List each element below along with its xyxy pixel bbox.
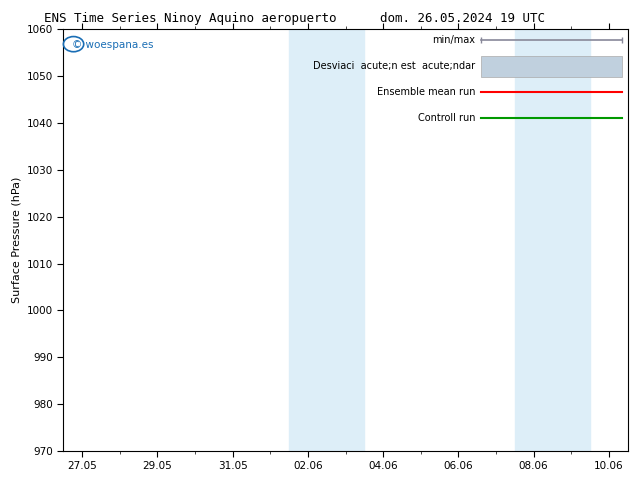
Y-axis label: Surface Pressure (hPa): Surface Pressure (hPa) — [11, 177, 21, 303]
Text: Controll run: Controll run — [418, 113, 476, 123]
FancyBboxPatch shape — [481, 55, 622, 76]
Title: ENS Time Series Ninoy Aquino aeropuerto        dom. 26.05.2024 19 UTC: ENS Time Series Ninoy Aquino aeropuerto … — [0, 489, 1, 490]
Text: min/max: min/max — [432, 35, 476, 45]
Text: ENS Time Series Ninoy Aquino aeropuerto: ENS Time Series Ninoy Aquino aeropuerto — [44, 12, 337, 25]
Text: Desviaci  acute;n est  acute;ndar: Desviaci acute;n est acute;ndar — [313, 61, 476, 71]
Text: dom. 26.05.2024 19 UTC: dom. 26.05.2024 19 UTC — [380, 12, 545, 25]
Bar — [515, 29, 590, 451]
Bar — [289, 29, 365, 451]
Text: Ensemble mean run: Ensemble mean run — [377, 87, 476, 97]
Text: © woespana.es: © woespana.es — [72, 40, 153, 50]
